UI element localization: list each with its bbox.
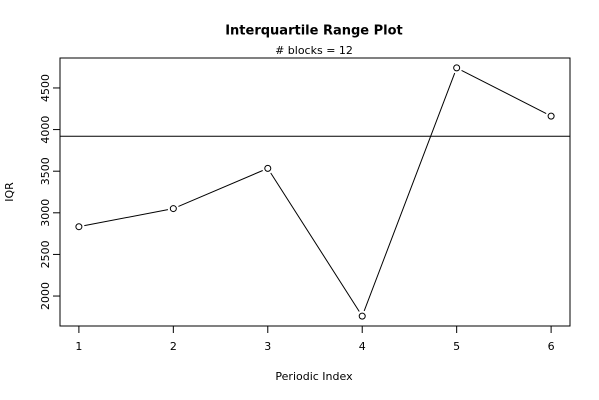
data-point <box>358 312 366 320</box>
x-tick-label: 5 <box>453 340 460 353</box>
x-tick-label: 6 <box>548 340 555 353</box>
chart-title: Interquartile Range Plot <box>225 24 403 39</box>
data-point <box>453 64 461 72</box>
plot-frame <box>59 57 571 327</box>
y-tick-label: 2500 <box>39 240 52 268</box>
x-tick-label: 3 <box>264 340 271 353</box>
data-point <box>264 164 272 172</box>
y-tick-label: 4000 <box>39 116 52 144</box>
y-tick-label: 2000 <box>39 282 52 310</box>
data-point <box>169 205 177 213</box>
data-line <box>84 69 547 312</box>
x-tick-label: 4 <box>359 340 366 353</box>
data-point <box>75 223 83 231</box>
y-tick-label: 3000 <box>39 199 52 227</box>
x-tick-label: 2 <box>170 340 177 353</box>
x-tick-label: 1 <box>75 340 82 353</box>
y-axis-label: IQR <box>3 182 16 202</box>
y-tick-label: 4500 <box>39 74 52 102</box>
chart-subtitle: # blocks = 12 <box>275 44 353 57</box>
x-axis-label: Periodic Index <box>275 370 353 383</box>
y-tick-label: 3500 <box>39 157 52 185</box>
data-point <box>547 112 555 120</box>
